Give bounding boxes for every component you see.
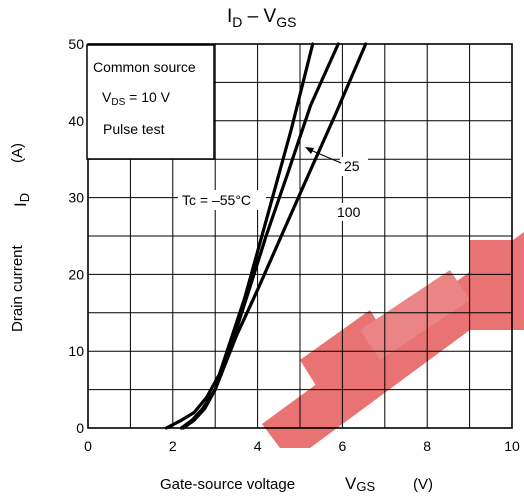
x-tick-label: 6 (339, 438, 347, 454)
x-tick-label: 2 (169, 438, 177, 454)
x-axis-label: Gate-source voltage (160, 476, 295, 493)
y-tick-label: 50 (68, 36, 84, 52)
x-tick-label: 0 (84, 438, 92, 454)
chart-title-sub-2: GS (276, 14, 296, 30)
y-tick-label: 0 (76, 420, 84, 436)
series-line-2 (179, 42, 368, 430)
conditions-line-1: Common source (93, 59, 196, 75)
plot-frame (87, 43, 513, 429)
conditions-line-3: Pulse test (103, 121, 165, 137)
series-line-0 (164, 42, 315, 430)
x-tick-label: 8 (423, 438, 431, 454)
x-tick-label: 10 (504, 438, 520, 454)
series-label-100: 100 (337, 204, 361, 220)
y-axis-label: Drain current (9, 244, 26, 332)
conditions-box (86, 44, 215, 160)
tc-label-bg (178, 190, 266, 210)
conditions-line-2-sub: DS (111, 97, 125, 108)
y-axis-symbol-sub: D (17, 193, 32, 202)
x-axis-symbol-sub: GS (356, 479, 375, 494)
series-group (164, 42, 368, 430)
label-100-bg (334, 203, 366, 221)
y-tick-label: 40 (68, 113, 84, 129)
x-axis-unit: (V) (413, 476, 433, 493)
plot-border (87, 43, 513, 429)
y-axis-symbol: ID (11, 193, 32, 207)
x-tick-label: 4 (254, 438, 262, 454)
label-25-bg (340, 157, 368, 176)
y-axis-unit: (A) (9, 143, 26, 163)
x-axis-symbol: VGS (345, 474, 375, 494)
leader-line-25 (307, 148, 342, 164)
chart-title-sub: D (232, 14, 242, 30)
conditions-line-2: VDS = 10 V (102, 89, 171, 108)
y-tick-label: 10 (68, 343, 84, 359)
y-tick-label: 30 (68, 190, 84, 206)
chart-title: ID – VGS (227, 6, 296, 30)
y-tick-label: 20 (68, 266, 84, 282)
watermark-logo (262, 232, 524, 448)
series-label-tc-55: Tc = –55°C (182, 192, 251, 208)
leader-arrow-25 (305, 147, 314, 154)
series-label-25: 25 (344, 158, 360, 174)
